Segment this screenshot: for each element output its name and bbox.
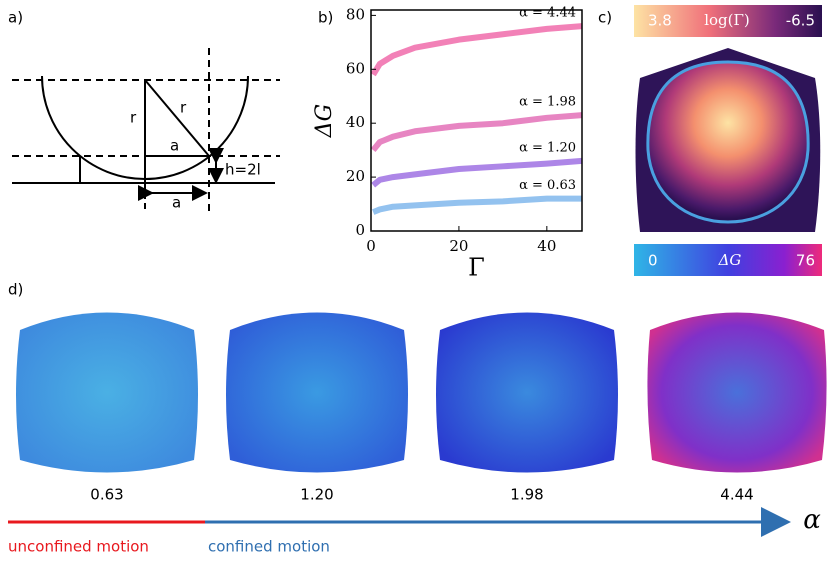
alpha-axis: α [803, 505, 821, 535]
label-r: r [180, 99, 187, 117]
unconfined-label: unconfined motion [8, 538, 149, 556]
panel-c: c) 3.8 log(Γ) -6.5 0 ΔG 76 [598, 5, 822, 276]
panel-b: b) α = 4.44 α = 1.98 α = 1.20 α = 0.63 0 20 40… [312, 5, 583, 282]
alpha-label: 4.44 [720, 486, 753, 504]
panel-label: d) [8, 281, 23, 299]
y-tick-label: 20 [346, 167, 365, 185]
label-a: a [172, 194, 181, 212]
panel-d: d) 0.63 1.20 1.98 4.44 α unconfined moti… [8, 281, 827, 556]
colorbar-label: -6.5 [786, 12, 815, 30]
label-h: h=2l [225, 161, 261, 179]
x-tick-label: 40 [537, 237, 556, 255]
cube [647, 312, 827, 473]
label-a: a [170, 137, 179, 155]
cube [226, 312, 408, 473]
x-tick-label: 0 [366, 237, 376, 255]
y-tick-label: 80 [346, 5, 365, 23]
colorbar-label: 0 [648, 252, 658, 270]
density-core [646, 60, 810, 224]
alpha-label: 0.63 [90, 486, 123, 504]
plot-frame [370, 9, 583, 232]
colorbar [634, 244, 822, 276]
label-r: r [130, 109, 137, 127]
panel-label: a) [8, 9, 23, 27]
series-annotation: α = 0.63 [519, 178, 576, 193]
panel-a: a) r r a h=2l a [8, 9, 280, 215]
colorbar [634, 5, 822, 37]
x-tick-label: 20 [449, 237, 468, 255]
colorbar-label: ΔG [718, 251, 742, 269]
colorbar-label: 76 [796, 252, 815, 270]
series-annotation: α = 4.44 [519, 6, 576, 21]
cube [16, 312, 198, 473]
colorbar-label: log(Γ) [704, 11, 750, 29]
series-annotation: α = 1.98 [519, 95, 576, 110]
panel-label: c) [598, 9, 612, 27]
data-band [370, 112, 583, 153]
colorbar-label: 3.8 [648, 12, 672, 30]
y-tick-label: 60 [346, 59, 365, 77]
y-tick-label: 0 [355, 221, 365, 239]
cube [436, 312, 618, 473]
panel-label: b) [318, 9, 333, 27]
data-band [370, 23, 583, 77]
alpha-label: 1.98 [510, 486, 543, 504]
series-annotation: α = 1.20 [519, 140, 576, 155]
x-axis-label: Γ [468, 254, 485, 282]
data-band [371, 157, 583, 188]
y-tick-label: 40 [346, 113, 365, 131]
confined-label: confined motion [208, 538, 330, 556]
y-axis-label: ΔG [312, 104, 337, 138]
data-band [372, 195, 582, 215]
alpha-label: 1.20 [300, 486, 333, 504]
